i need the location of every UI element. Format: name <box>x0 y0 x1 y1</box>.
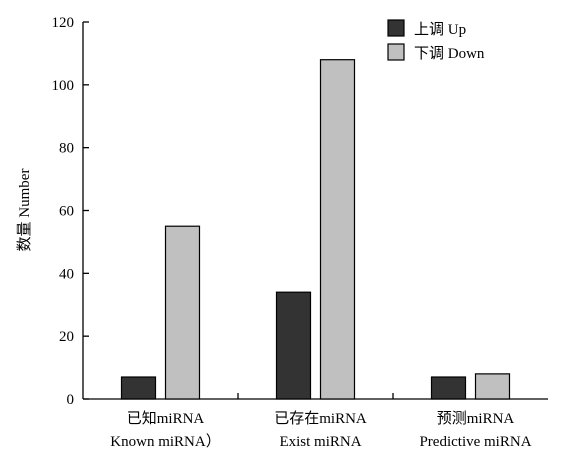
bar <box>430 376 467 400</box>
legend-swatch <box>387 19 405 37</box>
legend-label: 上调 Up <box>414 21 466 38</box>
x-category-label: Exist miRNA <box>279 434 361 450</box>
y-tick-label: 40 <box>59 266 74 282</box>
legend-label: 下调 Down <box>414 45 485 62</box>
y-tick-label: 80 <box>59 141 74 157</box>
y-tick-label: 100 <box>52 78 75 94</box>
bar <box>275 291 312 400</box>
bar <box>319 59 356 400</box>
legend: 上调 Up 下调 Down <box>387 19 485 62</box>
y-tick-label: 120 <box>52 15 75 31</box>
bar <box>474 373 511 400</box>
category-labels: 已知miRNA Known miRNA） 已存在miRNA Exist miRNA 预测… <box>110 410 531 450</box>
y-axis-title: 数量 Number <box>16 169 33 252</box>
y-tick-label: 60 <box>59 204 74 220</box>
x-category-label: 已存在miRNA <box>274 410 367 427</box>
x-axis <box>83 393 548 400</box>
x-category-label: 已知miRNA <box>127 410 205 427</box>
y-axis: 0 20 40 60 80 100 120 <box>52 15 89 408</box>
x-category-label: Predictive miRNA <box>419 434 531 450</box>
x-category-label: 预测miRNA <box>437 410 515 427</box>
bar <box>120 376 157 400</box>
bar <box>164 225 201 400</box>
y-tick-label: 20 <box>59 329 74 345</box>
y-tick-label: 0 <box>67 392 75 408</box>
x-category-label: Known miRNA） <box>110 433 220 450</box>
legend-swatch <box>387 43 405 61</box>
bars <box>120 59 511 400</box>
